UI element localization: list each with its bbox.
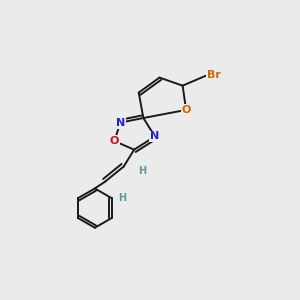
Text: O: O: [182, 105, 191, 115]
Text: H: H: [118, 193, 127, 203]
Text: Br: Br: [207, 70, 221, 80]
Text: O: O: [110, 136, 119, 146]
Text: N: N: [150, 131, 160, 142]
Text: H: H: [138, 166, 146, 176]
Text: N: N: [116, 118, 125, 128]
